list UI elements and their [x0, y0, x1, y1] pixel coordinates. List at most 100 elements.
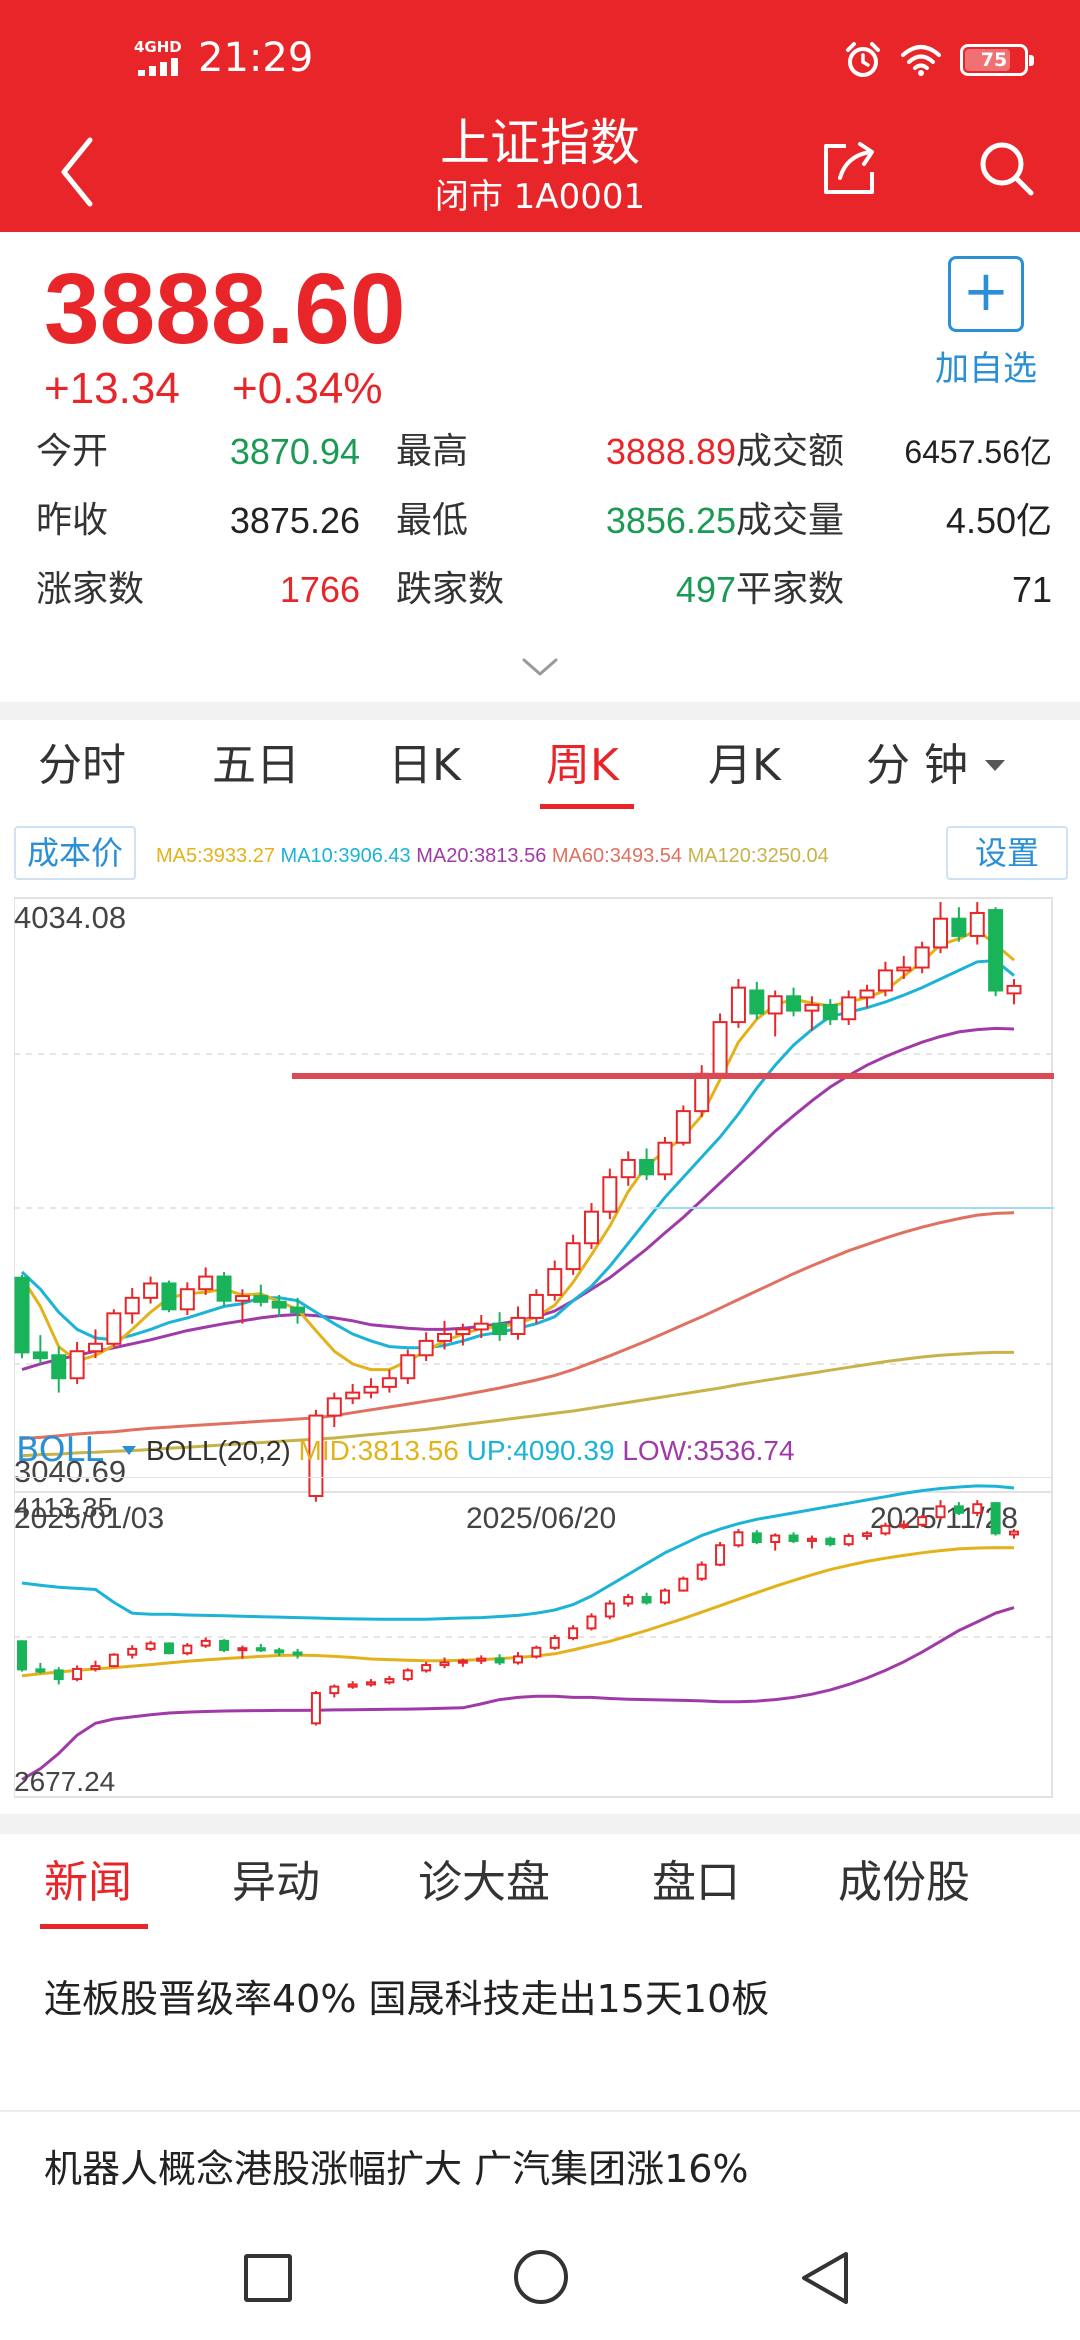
candle-down: [951, 907, 967, 942]
candle-up: [182, 1643, 193, 1656]
candle-down: [494, 1654, 505, 1666]
candle-up: [694, 1065, 710, 1117]
candle-down: [14, 1274, 30, 1359]
boll-params: BOLL(20,2): [146, 1435, 291, 1466]
share-icon[interactable]: [818, 136, 882, 200]
candle-up: [675, 1105, 691, 1146]
dropdown-caret-icon[interactable]: [985, 760, 1005, 771]
tab-order-book[interactable]: 盘口: [652, 1857, 740, 1908]
stat-value: 1766: [279, 569, 360, 610]
tab-daily-k[interactable]: 日K: [388, 740, 461, 791]
recent-apps-icon[interactable]: [244, 2254, 292, 2302]
candle-up: [439, 1657, 450, 1669]
chevron-down-icon[interactable]: [520, 652, 560, 682]
tab-movers[interactable]: 异动: [232, 1857, 320, 1908]
candle-up: [87, 1329, 103, 1359]
add-watchlist-label[interactable]: 加自选: [935, 349, 1037, 389]
candle-up: [363, 1378, 379, 1399]
wifi-icon: [901, 45, 941, 76]
search-icon[interactable]: [976, 138, 1036, 198]
candle-up: [418, 1332, 434, 1362]
boll-bands: [21, 1484, 1015, 1781]
tab-five-day[interactable]: 五日: [212, 740, 300, 791]
candle-up: [1006, 979, 1022, 1005]
candle-up: [329, 1684, 340, 1698]
tab-diagnosis[interactable]: 诊大盘: [418, 1857, 550, 1908]
boll-up-line: [21, 1484, 1015, 1621]
ma10-label: MA10:3906.43: [280, 845, 411, 867]
news-item[interactable]: 连板股晋级率40% 国晟科技走出15天10板: [44, 1977, 770, 2021]
tab-constituents[interactable]: 成份股: [838, 1857, 970, 1908]
candle-up: [730, 979, 746, 1028]
title-bar: 上证指数 闭市 1A0001: [0, 112, 1080, 232]
candle-up: [804, 996, 820, 1031]
candle-up: [145, 1640, 156, 1652]
candle-up: [528, 1289, 544, 1324]
active-tab-indicator: [540, 804, 634, 809]
candle-up: [678, 1576, 689, 1592]
chart-frame: [14, 897, 1053, 1493]
candle-up: [345, 1383, 361, 1405]
stat-value: 3875.26: [229, 500, 360, 541]
candle-down: [53, 1667, 64, 1685]
candle-up: [326, 1392, 342, 1428]
cost-price-button[interactable]: 成本价: [14, 826, 136, 880]
candle-up: [347, 1681, 358, 1689]
candle-up: [862, 1531, 873, 1540]
tab-minute[interactable]: 分 钟: [866, 740, 968, 791]
news-item[interactable]: 机器人概念港股涨幅扩大 广汽集团涨16%: [44, 2147, 749, 2191]
candle-up: [1009, 1529, 1019, 1539]
candle-up: [72, 1665, 83, 1682]
boll-chart[interactable]: 4113.35 2677.24: [14, 1477, 1054, 1799]
battery-indicator: 75: [960, 44, 1034, 76]
price-change: +13.34: [44, 364, 180, 413]
candle-up: [234, 1289, 250, 1324]
price-change-percent: +0.34%: [232, 364, 383, 413]
stat-label: 成交额: [736, 431, 845, 472]
candle-up: [696, 1561, 707, 1581]
stats-row: 今开 3870.94 最高 3888.89 成交额 6457.56亿: [36, 428, 1052, 497]
boll-dropdown-icon[interactable]: [122, 1446, 136, 1455]
stat-value: 71: [1011, 569, 1052, 610]
candle-down: [749, 981, 765, 1020]
candle-up: [604, 1600, 615, 1620]
tab-weekly-k[interactable]: 周K: [546, 740, 619, 791]
settings-button[interactable]: 设置: [946, 826, 1068, 880]
boll-candles: [17, 1500, 1019, 1726]
nav-back-icon[interactable]: [796, 2248, 852, 2308]
stat-label: 最高: [396, 431, 469, 472]
candle-up: [310, 1690, 321, 1726]
candle-down: [641, 1592, 652, 1605]
tab-news[interactable]: 新闻: [44, 1857, 132, 1908]
status-bar: 4GHD 21:29 75: [0, 0, 1080, 112]
candle-up: [620, 1151, 636, 1186]
candle-up: [877, 961, 893, 997]
ma20-label: MA20:3813.56: [416, 845, 547, 867]
candle-up: [106, 1309, 122, 1347]
home-icon[interactable]: [514, 2250, 568, 2304]
candlestick-chart[interactable]: 4034.08 3040.69 2025/01/03 2025/06/20 20…: [14, 896, 1054, 1546]
add-watchlist-button[interactable]: +: [948, 256, 1024, 332]
boll-title[interactable]: BOLL: [16, 1430, 104, 1470]
back-chevron-icon[interactable]: [54, 134, 102, 210]
stat-value: 3888.89: [605, 431, 736, 472]
candle-down: [253, 1284, 269, 1307]
candle-up: [437, 1320, 453, 1350]
boll-low-line: [21, 1606, 1015, 1781]
candle-up: [90, 1660, 101, 1672]
candle-up: [715, 1542, 726, 1567]
tab-intraday[interactable]: 分时: [38, 740, 126, 791]
stat-value: 3870.94: [229, 431, 360, 472]
stat-value: 3856.25: [605, 500, 736, 541]
candle-up: [547, 1260, 563, 1301]
tab-monthly-k[interactable]: 月K: [708, 740, 781, 791]
candle-up: [198, 1267, 214, 1295]
candle-up: [880, 1522, 891, 1536]
candle-down: [492, 1312, 508, 1341]
candle-up: [806, 1535, 817, 1549]
page-subtitle: 闭市 1A0001: [434, 177, 646, 217]
candle-up: [583, 1203, 599, 1249]
candle-down: [274, 1647, 285, 1656]
candle-up: [143, 1276, 159, 1304]
candle-down: [17, 1640, 27, 1672]
